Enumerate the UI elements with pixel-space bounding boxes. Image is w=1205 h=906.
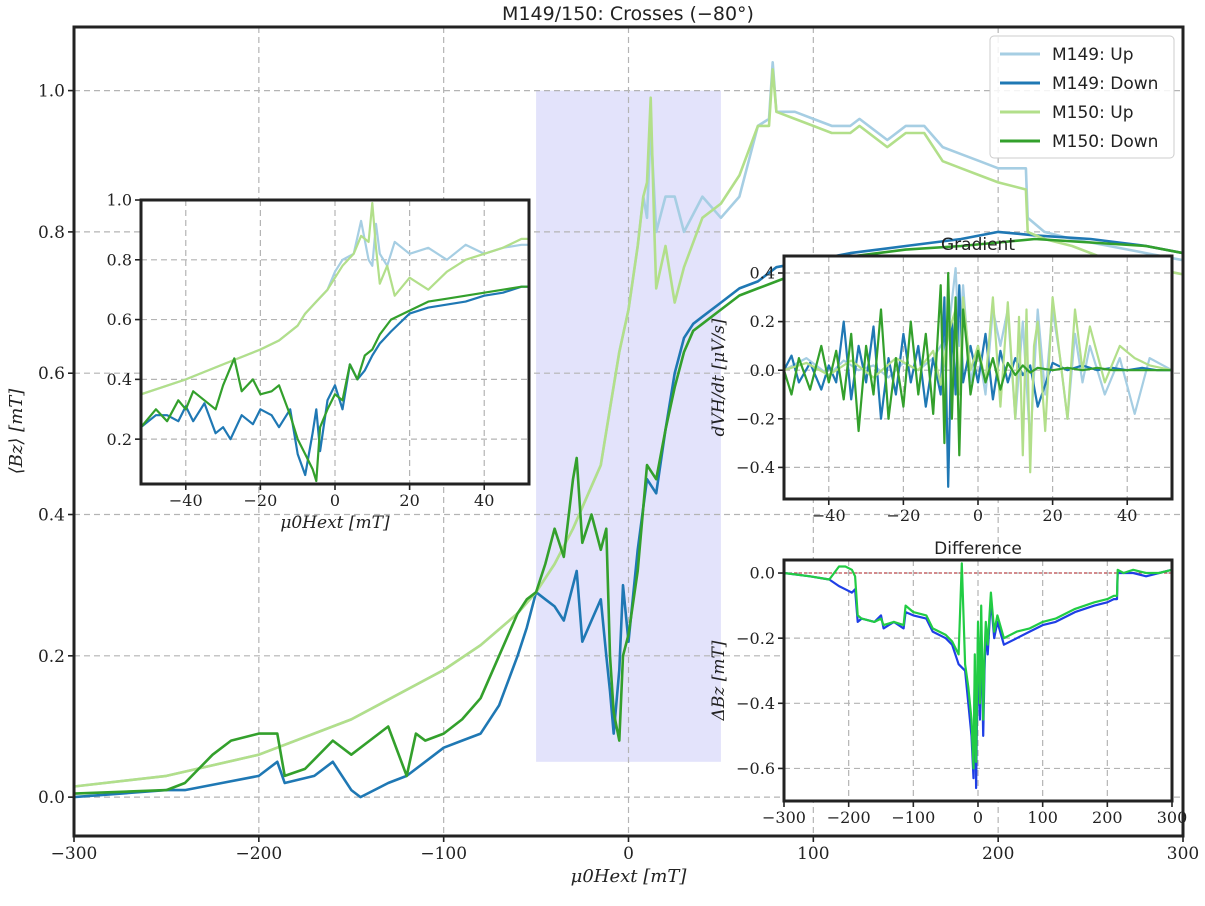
y-tick-label: 1.0 [38, 82, 65, 102]
x-tick-label: 300 [1157, 808, 1188, 827]
series-group [74, 61, 1183, 799]
x-tick-label: 40 [1117, 506, 1137, 525]
x-tick-label: 200 [982, 844, 1014, 864]
x-tick-label: 0 [973, 506, 983, 525]
series-group [784, 562, 1172, 790]
y-tick-label: −0.2 [736, 629, 775, 648]
series-line-4 [74, 237, 1183, 795]
x-tick-label: 0 [973, 808, 983, 827]
y-tick-label: 0.4 [107, 370, 132, 389]
zoom-inset: −40 −20 0 20 40 0.2 0.4 0.6 0.8 1.0 μ0Hext [mT] [107, 191, 531, 533]
inset-title: Difference [934, 539, 1022, 559]
x-tick-label: −20 [887, 506, 921, 525]
y-tick-label: 0.2 [107, 430, 132, 449]
gridlines [141, 200, 529, 484]
y-tick-label: 0.8 [38, 223, 65, 243]
y-tick-label: 0.2 [750, 312, 775, 331]
legend-label: M149: Up [1052, 45, 1133, 65]
x-tick-label: −300 [51, 844, 98, 864]
x-tick-label: −20 [244, 491, 278, 510]
legend-label: M150: Up [1052, 103, 1133, 123]
y-tick-label: 0.2 [38, 647, 65, 667]
y-tick-label: −0.4 [736, 694, 775, 713]
legend-label: M149: Down [1052, 74, 1158, 94]
x-tick-label: 20 [399, 491, 419, 510]
inset-title: Gradient [941, 235, 1015, 255]
y-tick-label: 0.4 [38, 505, 65, 525]
series-group [141, 201, 529, 483]
y-tick-label: −0.6 [736, 759, 775, 778]
x-tick-label: 0 [330, 491, 340, 510]
x-tick-label: −100 [891, 808, 935, 827]
x-tick-label: 200 [1092, 808, 1123, 827]
x-tick-label: −300 [762, 808, 806, 827]
y-axis-label: ΔBz [mT] [709, 640, 729, 721]
x-tick-label: −100 [420, 844, 467, 864]
gradient-inset: −40 −20 0 20 40 −0.4 −0.2 0.0 0.2 0.4 dVH/dt [μV/s… [709, 235, 1174, 525]
y-axis-label: ⟨Bz⟩ [mT] [6, 388, 27, 475]
x-tick-label: −200 [827, 808, 871, 827]
x-tick-label: −40 [812, 506, 846, 525]
x-tick-label: 100 [1027, 808, 1058, 827]
x-tick-label: 300 [1167, 844, 1199, 864]
series-line-4 [784, 271, 1172, 457]
y-tick-label: −0.2 [736, 409, 775, 428]
gridlines [784, 256, 1172, 499]
series-line-3 [141, 201, 529, 396]
y-tick-label: 0.6 [107, 310, 132, 329]
series-line-2 [74, 230, 1183, 799]
series-line-4 [141, 285, 529, 483]
x-tick-label: 0 [623, 844, 634, 864]
series-line-2 [141, 285, 529, 477]
series-line-2 [784, 562, 1172, 770]
x-axis-label: μ0Hext [mT] [280, 513, 390, 533]
series-line-3 [74, 68, 1183, 788]
x-tick-label: −200 [235, 844, 282, 864]
y-tick-label: 0.0 [750, 361, 775, 380]
x-tick-label: 40 [474, 491, 494, 510]
legend: M149: Up M149: Down M150: Up M150: Down [989, 35, 1175, 159]
y-tick-label: 0.8 [107, 250, 132, 269]
difference-inset: −300 −200 −100 0 100 200 300 −0.6 −0.4 −0.2 0.0 ΔBz… [709, 539, 1187, 827]
y-tick-label: 0.0 [750, 564, 775, 583]
x-tick-label: 100 [797, 844, 829, 864]
y-tick-label: 0.0 [38, 788, 65, 808]
series-group [784, 267, 1172, 488]
y-tick-label: 0.6 [38, 364, 65, 384]
x-tick-label: −40 [169, 491, 203, 510]
y-tick-label: 1.0 [107, 191, 132, 210]
y-tick-label: −0.4 [736, 458, 775, 477]
x-axis-label: μ0Hext [mT] [571, 866, 688, 887]
x-tick-label: 20 [1042, 506, 1062, 525]
y-axis-label: dVH/dt [μV/s] [709, 318, 729, 436]
chart-title: M149/150: Crosses (−80°) [502, 3, 754, 25]
legend-label: M150: Down [1052, 132, 1158, 152]
legend-box [989, 35, 1175, 159]
y-tick-label: 0.4 [750, 264, 775, 283]
